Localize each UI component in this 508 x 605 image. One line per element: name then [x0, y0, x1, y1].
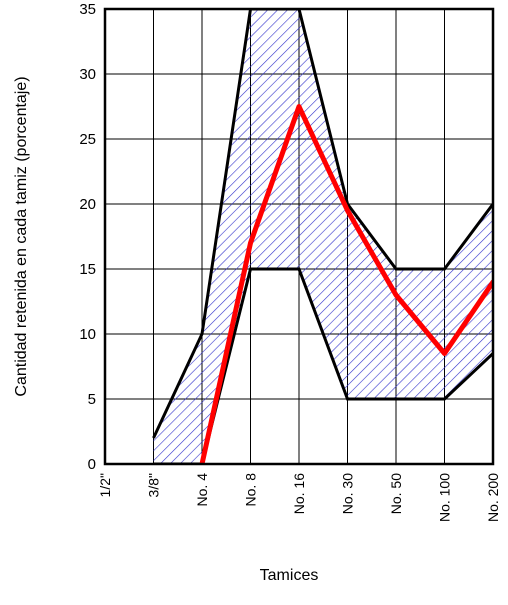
y-tick-label: 20 [79, 196, 96, 213]
x-tick-label: 3/8" [146, 473, 162, 497]
x-tick-label: No. 100 [437, 473, 453, 522]
band-layer [152, 9, 493, 464]
band-upper-limit [152, 9, 493, 439]
y-tick-label: 10 [79, 326, 96, 343]
y-tick-label: 0 [88, 456, 96, 473]
x-tick-label: No. 50 [388, 473, 404, 514]
series-line-0 [199, 104, 493, 464]
x-axis-label: Tamices [260, 567, 319, 584]
y-axis-label: Cantidad retenida en cada tamiz (porcent… [13, 76, 30, 396]
x-tick-label: No. 200 [485, 473, 501, 522]
x-tick-label: No. 4 [194, 473, 210, 507]
y-tick-labels: 0 5 10 15 20 25 30 35 [79, 1, 96, 473]
y-tick-label: 30 [79, 66, 96, 83]
y-tick-label: 15 [79, 261, 96, 278]
y-tick-label: 5 [88, 391, 96, 408]
series-layer [199, 104, 493, 464]
x-tick-label: No. 8 [243, 473, 259, 507]
plot-frame [103, 7, 495, 466]
y-tick-label: 25 [79, 131, 96, 148]
x-tick-label: No. 30 [340, 473, 356, 514]
x-tick-labels: 1/2" 3/8" No. 4 No. 8 No. 16 No. 30 No. 50 No. … [97, 473, 501, 522]
x-tick-label: No. 16 [291, 473, 307, 514]
band-area [153, 9, 493, 464]
y-tick-label: 35 [79, 1, 96, 18]
x-tick-label: 1/2" [97, 473, 113, 497]
